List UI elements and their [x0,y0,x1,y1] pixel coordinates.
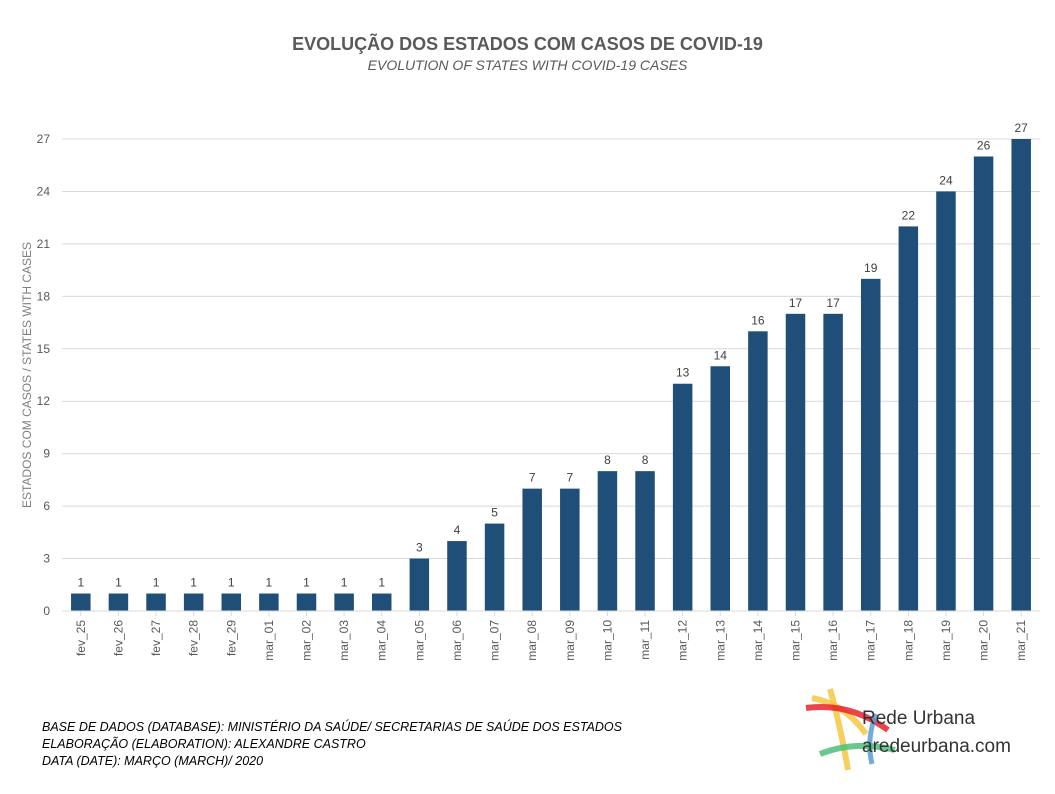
y-tick-label: 21 [37,237,51,251]
bar [334,593,354,611]
bar [898,226,919,611]
data-label: 7 [566,471,573,485]
bar [146,593,166,611]
data-label: 1 [266,576,273,590]
chart-title: EVOLUÇÃO DOS ESTADOS COM CASOS DE COVID-… [292,34,763,54]
data-label: 17 [826,296,840,310]
y-tick-label: 9 [43,447,50,461]
bar [409,558,430,611]
x-tick-label: mar_14 [751,620,765,661]
data-label: 1 [228,576,235,590]
x-tick-label: mar_09 [563,620,577,661]
bar [710,366,731,611]
x-tick-label: mar_04 [375,620,389,661]
logo-url: aredeurbana.com [862,736,1011,757]
bar [371,593,392,611]
data-label: 1 [77,576,84,590]
x-tick-label: mar_15 [789,620,803,661]
x-tick-label: mar_10 [600,620,614,661]
data-label: 22 [902,208,916,222]
data-label: 1 [115,576,122,590]
data-label: 26 [977,138,991,152]
data-label: 24 [939,173,953,187]
data-label: 3 [416,541,423,555]
bar [823,313,843,611]
bar [522,488,542,611]
x-tick-label: mar_07 [488,620,502,661]
x-tick-label: mar_17 [864,620,878,661]
rede-urbana-logo-icon [805,688,896,771]
y-tick-label: 12 [37,394,51,408]
x-tick-label: mar_02 [300,620,314,661]
y-tick-label: 6 [43,499,50,513]
x-tick-label: mar_16 [826,620,840,661]
bar [296,593,317,611]
bar [785,313,806,611]
bar [71,593,91,611]
y-axis-label: ESTADOS COM CASOS / STATES WITH CASES [20,242,34,508]
x-tick-label: mar_20 [977,620,991,661]
data-label: 1 [303,576,310,590]
x-tick-label: mar_01 [262,620,276,661]
bar [183,593,204,611]
bar [748,331,768,611]
bar [221,593,242,611]
data-label: 8 [642,453,649,467]
footer-elaboration: ELABORAÇÃO (ELABORATION): ALEXANDRE CAST… [42,737,366,751]
bar [1011,139,1031,611]
data-label: 8 [604,453,611,467]
chart-subtitle: EVOLUTION OF STATES WITH COVID-19 CASES [367,57,688,73]
footer-notes: BASE DE DADOS (DATABASE): MINISTÉRIO DA … [42,719,622,770]
y-tick-label: 27 [37,132,51,146]
x-tick-label: mar_03 [337,620,351,661]
bar [635,471,655,611]
bar [973,156,994,611]
data-label: 1 [341,576,348,590]
x-tick-label: mar_05 [412,620,426,661]
y-tick-label: 0 [43,604,50,618]
bar [672,383,693,611]
data-label: 1 [378,576,385,590]
data-label: 1 [153,576,160,590]
data-label: 27 [1015,121,1029,135]
y-tick-label: 15 [37,342,51,356]
footer-source: BASE DE DADOS (DATABASE): MINISTÉRIO DA … [42,720,622,734]
footer-date: DATA (DATE): MARÇO (MARCH)/ 2020 [42,754,264,768]
data-label: 13 [676,366,690,380]
data-label: 19 [864,261,878,275]
data-label: 5 [491,506,498,520]
x-tick-label: mar_12 [676,620,690,661]
bar [108,593,129,611]
bar [597,471,618,611]
data-label: 14 [714,348,728,362]
y-tick-label: 18 [37,289,51,303]
bar [447,541,467,611]
bar [484,523,505,611]
y-tick-label: 3 [43,552,50,566]
x-tick-label: mar_18 [901,620,915,661]
x-tick-label: fev_27 [149,620,163,656]
y-tick-label: 24 [37,184,51,198]
data-label: 7 [529,471,536,485]
data-label: 16 [751,313,765,327]
x-tick-label: mar_19 [939,620,953,661]
bar [936,191,956,611]
data-label: 4 [454,523,461,537]
bar [560,488,580,611]
bar [860,278,881,611]
x-tick-label: mar_11 [638,620,652,660]
x-tick-label: mar_21 [1014,620,1028,661]
x-tick-label: fev_29 [224,620,238,656]
x-tick-label: mar_13 [713,620,727,661]
data-label: 1 [190,576,197,590]
logo-name: Rede Urbana [862,708,976,729]
x-tick-label: fev_25 [74,620,88,656]
x-tick-label: mar_08 [525,620,539,661]
data-label: 17 [789,296,803,310]
x-tick-label: fev_26 [111,620,125,656]
x-tick-label: mar_06 [450,620,464,661]
bar [259,593,279,611]
x-tick-label: fev_28 [187,620,201,656]
